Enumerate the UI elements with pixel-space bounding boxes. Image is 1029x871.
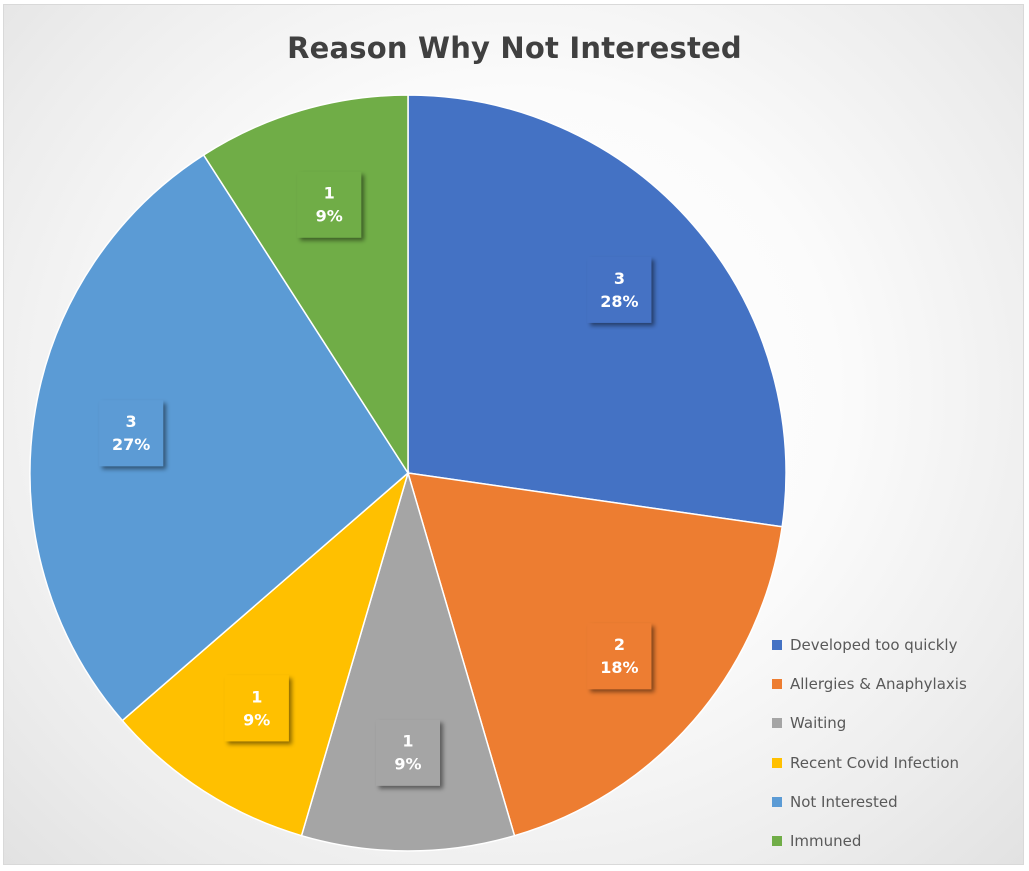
chart-title: Reason Why Not Interested — [287, 31, 742, 65]
legend-swatch — [772, 796, 782, 807]
pie-slice — [121, 470, 410, 837]
data-label-box — [376, 719, 440, 786]
legend-label: Immuned — [790, 832, 862, 851]
legend-item: Not Interested — [772, 782, 967, 821]
data-label-value: 3 — [126, 412, 137, 431]
data-label-value: 1 — [402, 732, 413, 751]
data-label-box — [587, 623, 652, 690]
legend-item: Recent Covid Infection — [772, 743, 967, 782]
data-label-box — [587, 256, 652, 323]
legend-swatch — [772, 678, 782, 689]
data-label: 328% — [587, 256, 652, 323]
legend-swatch — [772, 718, 782, 729]
legend-swatch — [772, 757, 782, 768]
data-label-value: 2 — [614, 635, 625, 654]
data-label-box — [224, 675, 289, 742]
data-label: 19% — [224, 675, 289, 742]
data-label-percent: 18% — [600, 658, 638, 677]
legend-swatch — [772, 639, 782, 650]
data-label-box — [297, 171, 362, 238]
legend-item: Developed too quickly — [772, 625, 967, 664]
data-label-percent: 9% — [316, 207, 343, 226]
data-label-box — [99, 400, 164, 467]
data-label: 19% — [297, 171, 362, 238]
data-label-value: 1 — [324, 184, 335, 203]
pie-slice — [29, 153, 409, 722]
data-label-percent: 9% — [394, 755, 421, 774]
legend-item: Allergies & Anaphylaxis — [772, 664, 967, 703]
legend: Developed too quickly Allergies & Anaphyl… — [772, 625, 967, 861]
pie-slice — [300, 470, 516, 852]
legend-label: Waiting — [790, 714, 847, 733]
legend-label: Allergies & Anaphylaxis — [790, 674, 967, 693]
legend-item: Waiting — [772, 704, 967, 743]
data-label-percent: 9% — [243, 710, 270, 729]
data-label: 218% — [587, 623, 652, 690]
legend-label: Recent Covid Infection — [790, 753, 960, 772]
data-label: 19% — [376, 719, 440, 786]
data-label-value: 3 — [614, 269, 625, 288]
data-label: 327% — [99, 400, 164, 467]
data-label-percent: 28% — [600, 292, 638, 311]
legend-label: Not Interested — [790, 792, 898, 811]
legend-label: Developed too quickly — [790, 635, 958, 654]
legend-item: Immuned — [772, 821, 967, 860]
data-label-value: 1 — [251, 687, 262, 706]
legend-swatch — [772, 836, 782, 847]
data-label-percent: 27% — [112, 435, 150, 454]
